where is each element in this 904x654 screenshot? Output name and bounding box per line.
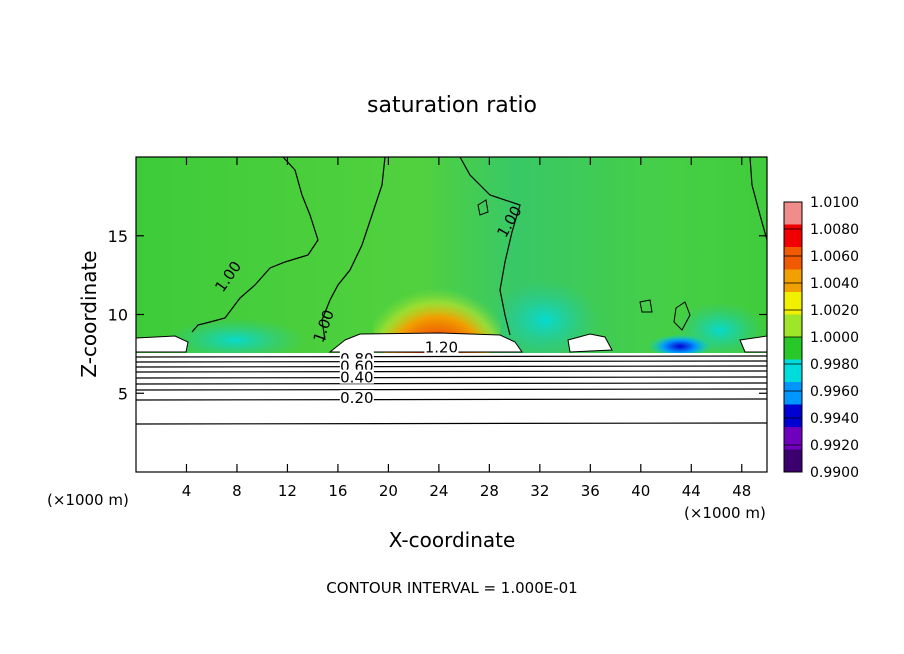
x-units-right: (×1000 m) <box>684 504 766 522</box>
colorbar-swatch <box>784 269 802 292</box>
colorbar-swatch <box>784 292 802 315</box>
x-tick-label: 20 <box>379 482 398 500</box>
x-tick-label: 4 <box>182 482 192 500</box>
colorbar-swatch <box>784 449 802 472</box>
contour-label: 1.20 <box>425 339 458 357</box>
x-tick-label: 8 <box>232 482 242 500</box>
colorbar-label: 1.0000 <box>810 330 859 346</box>
white-patch-left <box>136 335 189 353</box>
colorbar-swatch <box>784 382 802 405</box>
white-patch-right1 <box>567 333 613 353</box>
x-tick-label: 36 <box>581 482 600 500</box>
contour-100-upper <box>459 157 521 336</box>
colorbar-label: 0.9900 <box>810 465 859 481</box>
x-axis-label: X-coordinate <box>389 528 516 552</box>
cyan-region-left <box>165 318 305 362</box>
plot-area <box>136 157 767 472</box>
colorbar-label: 1.0100 <box>810 195 859 211</box>
contour-100-blob3 <box>639 299 653 313</box>
colorbar-label: 1.0020 <box>810 303 859 319</box>
y-tick-label: 15 <box>108 227 128 246</box>
lower-contours <box>136 355 767 425</box>
colorbar-label: 0.9960 <box>810 384 859 400</box>
dry-pocket <box>648 332 712 356</box>
colorbar-label: 1.0060 <box>810 249 859 265</box>
contour-label: 0.40 <box>340 369 373 387</box>
x-tick-label: 12 <box>278 482 297 500</box>
colorbar-swatch <box>784 337 802 360</box>
y-axis-label: Z-coordinate <box>77 250 101 377</box>
contour-interval-note: CONTOUR INTERVAL = 1.000E-01 <box>326 579 577 597</box>
x-tick-label: 40 <box>631 482 650 500</box>
colorbar-label: 1.0040 <box>810 276 859 292</box>
x-tick-label: 32 <box>530 482 549 500</box>
contour-100-blob2 <box>673 301 691 331</box>
contour-label-bg <box>424 339 459 354</box>
x-units-left: (×1000 m) <box>47 491 129 509</box>
y-tick-label: 5 <box>118 384 128 403</box>
contour-label: 0.20 <box>340 389 373 407</box>
white-patch-right2 <box>739 335 767 353</box>
colorbar-swatch <box>784 314 802 337</box>
x-tick-label: 24 <box>429 482 448 500</box>
colorbar-swatch <box>784 427 802 450</box>
colorbar-swatch <box>784 359 802 382</box>
contour-100-left <box>191 157 319 333</box>
contour-label-bg <box>339 358 374 373</box>
colorbar-label: 1.0080 <box>810 222 859 238</box>
contour-label-bg <box>339 369 374 384</box>
colorbar-label: 0.9940 <box>810 411 859 427</box>
colorbar-swatch <box>784 202 802 225</box>
contour-100-center <box>321 157 386 341</box>
x-tick-label: 28 <box>480 482 499 500</box>
chart-title: saturation ratio <box>367 93 537 118</box>
x-tick-label: 16 <box>328 482 347 500</box>
x-tick-label: 44 <box>682 482 701 500</box>
colorbar-swatch <box>784 247 802 270</box>
y-ticks: 5 10 15 <box>108 227 767 403</box>
x-ticks: 4 8 12 16 20 24 28 32 36 40 44 48 <box>182 157 751 500</box>
colorbar-swatch <box>784 224 802 247</box>
colorbar-swatch <box>784 404 802 427</box>
x-tick-label: 48 <box>732 482 751 500</box>
contour-label-bg <box>339 390 374 405</box>
contour-100-blob1 <box>477 199 489 216</box>
y-tick-label: 10 <box>108 306 128 325</box>
lower-field <box>136 353 767 472</box>
colorbar-label: 0.9980 <box>810 357 859 373</box>
contour-100-right <box>749 157 767 241</box>
colorbar: 1.0100 1.0080 1.0060 1.0040 1.0020 1.0000 0.99… <box>783 195 859 481</box>
colorbar-label: 0.9920 <box>810 438 859 454</box>
